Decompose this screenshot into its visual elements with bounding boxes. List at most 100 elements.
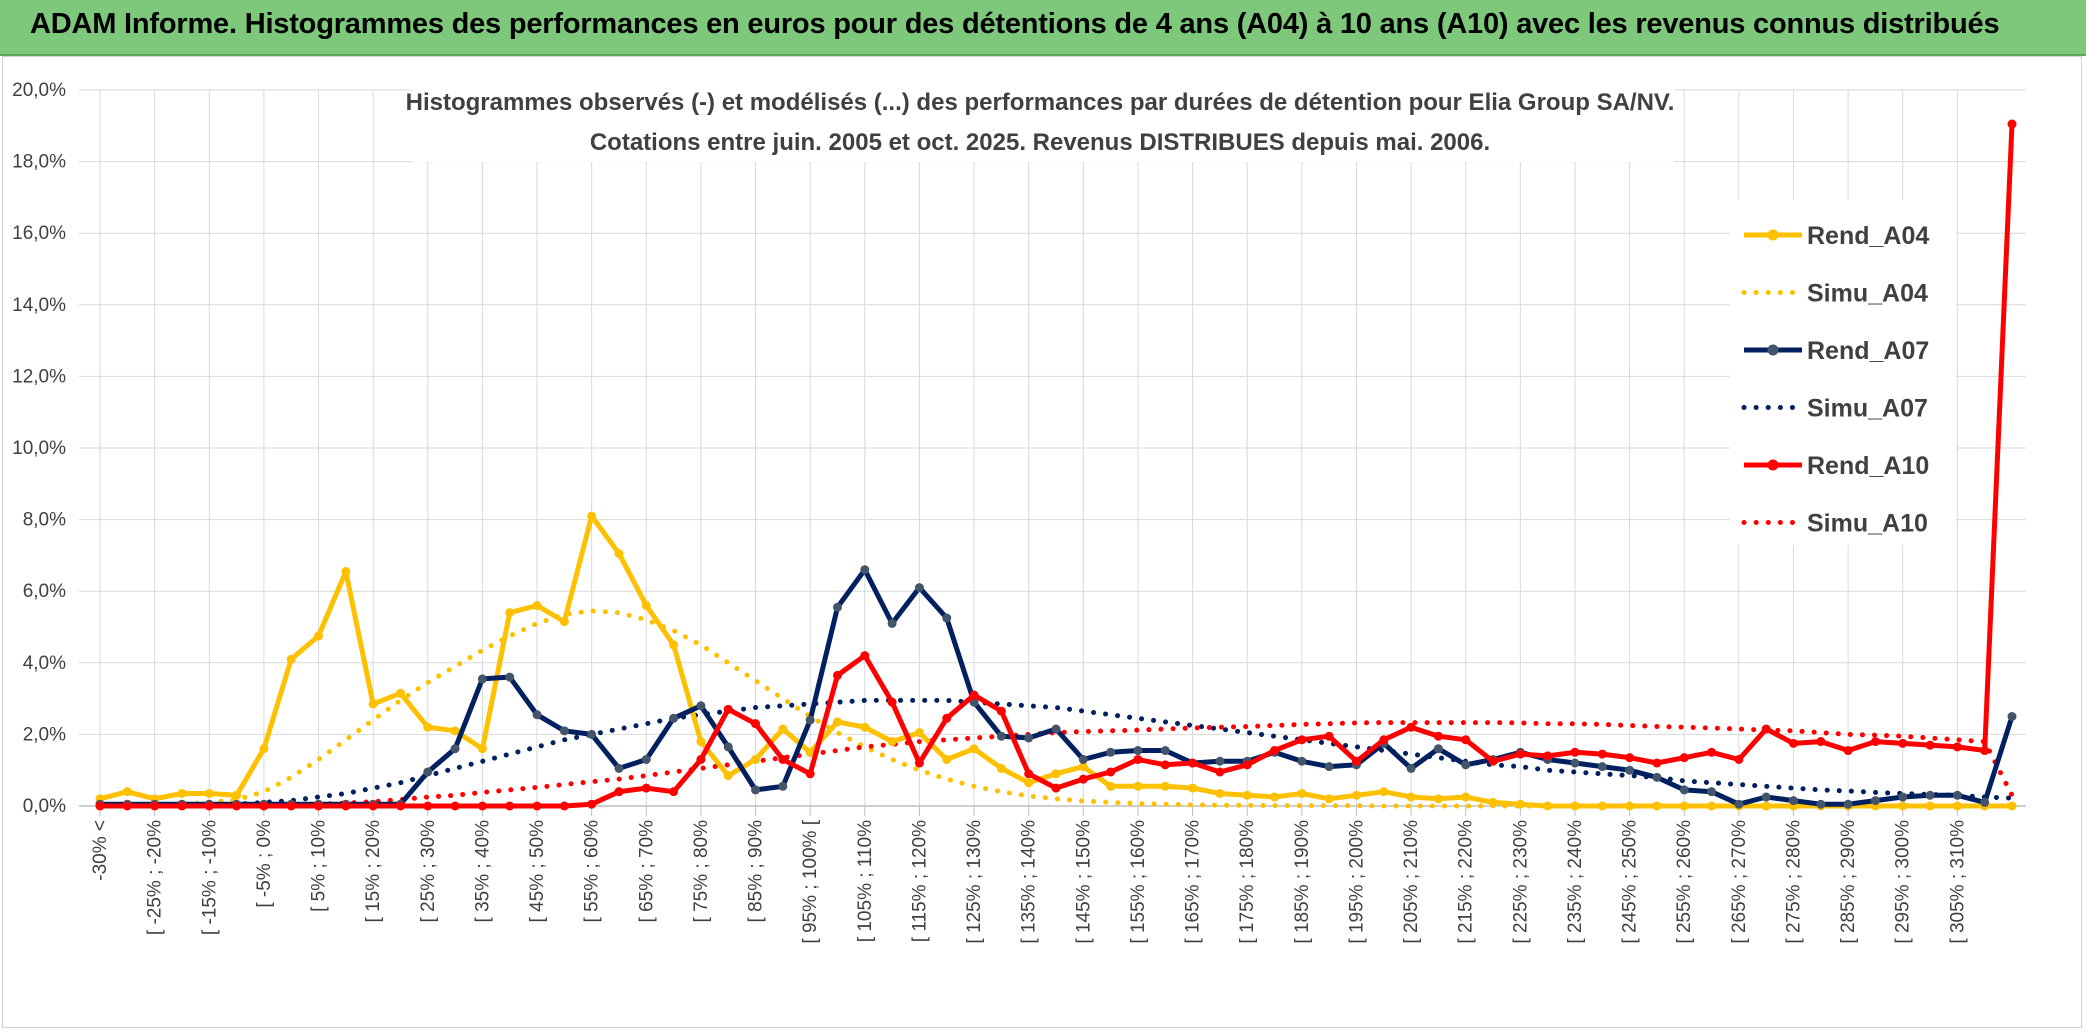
chart-grid <box>79 89 2026 806</box>
chart-subtitle: Cotations entre juin. 2005 et oct. 2025.… <box>590 129 1490 156</box>
data-point-Rend_A10 <box>751 719 761 729</box>
data-point-Rend_A04 <box>1078 762 1088 772</box>
data-point-Rend_A07 <box>860 565 870 575</box>
data-point-Rend_A04 <box>751 754 761 764</box>
data-point-Rend_A10 <box>1160 760 1170 770</box>
data-point-Rend_A07 <box>832 602 842 612</box>
data-point-Rend_A07 <box>1679 785 1689 795</box>
x-axis: -30% < [ -25% ; -20% [ -15% ; -10% [ -5% ; … <box>79 805 2026 944</box>
data-point-Rend_A04 <box>832 717 842 727</box>
legend-marker-Rend_A07 <box>1767 344 1779 356</box>
data-point-Rend_A07 <box>1761 792 1771 802</box>
data-point-Rend_A04 <box>1761 801 1771 811</box>
x-tick-label: [ 205% ; 210% <box>1401 820 1422 944</box>
data-point-Rend_A04 <box>942 754 952 764</box>
x-tick-label: [ 5% ; 10% <box>309 820 330 912</box>
legend-marker-Rend_A10 <box>1767 459 1779 471</box>
x-tick-label: [ -25% ; -20% <box>145 820 166 935</box>
data-point-Rend_A04 <box>860 722 870 732</box>
x-tick-label: [ 215% ; 220% <box>1456 820 1477 944</box>
data-point-Rend_A07 <box>1570 758 1580 768</box>
x-tick-label: [ 275% ; 280% <box>1783 820 1804 944</box>
data-point-Rend_A07 <box>450 744 460 754</box>
x-tick-label: [ 45% ; 50% <box>527 820 548 923</box>
data-point-Rend_A04 <box>1898 801 1908 811</box>
data-point-Rend_A10 <box>1297 735 1307 745</box>
data-point-Rend_A10 <box>1133 754 1143 764</box>
data-point-Rend_A04 <box>423 722 433 732</box>
data-point-Rend_A04 <box>1215 788 1225 798</box>
data-point-Rend_A07 <box>1870 796 1880 806</box>
data-point-Rend_A07 <box>696 701 706 711</box>
data-point-Rend_A04 <box>368 699 378 709</box>
data-point-Rend_A10 <box>1925 740 1935 750</box>
data-point-Rend_A10 <box>1707 747 1717 757</box>
data-point-Rend_A10 <box>1242 760 1252 770</box>
data-point-Rend_A04 <box>505 608 515 618</box>
data-point-Rend_A07 <box>669 713 679 723</box>
y-tick-label: 6,0% <box>23 581 66 602</box>
x-tick-label: [ 155% ; 160% <box>1128 820 1149 944</box>
data-point-Rend_A07 <box>1597 762 1607 772</box>
data-point-Rend_A10 <box>1051 783 1061 793</box>
data-point-Rend_A04 <box>1160 781 1170 791</box>
data-point-Rend_A10 <box>559 801 569 811</box>
x-tick-label: [ 105% ; 110% <box>855 820 876 942</box>
data-point-Rend_A10 <box>1215 767 1225 777</box>
data-point-Rend_A07 <box>1734 799 1744 809</box>
data-point-Rend_A04 <box>1024 778 1034 788</box>
data-point-Rend_A04 <box>1188 783 1198 793</box>
y-axis: 0,0% 2,0% 4,0% 6,0% 8,0% 10,0% 12,0% 14,0% 16,0%… <box>12 80 66 817</box>
data-point-Rend_A10 <box>1106 767 1116 777</box>
data-point-Rend_A10 <box>805 769 815 779</box>
data-point-Rend_A10 <box>1952 742 1962 752</box>
legend-label-Simu_A07: Simu_A07 <box>1807 395 1928 423</box>
y-tick-label: 4,0% <box>23 653 66 674</box>
data-point-Rend_A10 <box>1898 738 1908 748</box>
x-tick-label: -30% < <box>90 820 111 881</box>
data-point-Rend_A10 <box>614 787 624 797</box>
data-point-Rend_A10 <box>1188 758 1198 768</box>
data-point-Rend_A10 <box>1761 724 1771 734</box>
data-point-Rend_A07 <box>1707 787 1717 797</box>
data-point-Rend_A10 <box>832 670 842 680</box>
data-point-Rend_A04 <box>1570 801 1580 811</box>
data-point-Rend_A10 <box>177 801 187 811</box>
data-point-Rend_A10 <box>314 801 324 811</box>
x-tick-label: [ 295% ; 300% <box>1893 820 1914 944</box>
data-point-Rend_A07 <box>1925 790 1935 800</box>
data-point-Rend_A10 <box>914 758 924 768</box>
data-point-Rend_A07 <box>1215 756 1225 766</box>
data-point-Rend_A07 <box>587 729 597 739</box>
data-point-Rend_A10 <box>1570 747 1580 757</box>
data-point-Rend_A07 <box>887 618 897 628</box>
data-point-Rend_A04 <box>232 790 242 800</box>
data-point-Rend_A10 <box>942 713 952 723</box>
data-point-Rend_A10 <box>887 697 897 707</box>
x-tick-label: [ 55% ; 60% <box>582 820 603 923</box>
legend: Rend_A04 Simu_A04 Rend_A07 Simu_A07 Rend_A10… <box>1730 200 1956 545</box>
series-line-Simu_A04 <box>97 608 2015 809</box>
data-point-Rend_A07 <box>1816 799 1826 809</box>
data-point-Rend_A07 <box>1461 760 1471 770</box>
data-point-Rend_A10 <box>696 754 706 764</box>
y-tick-label: 12,0% <box>12 366 66 387</box>
data-point-Rend_A10 <box>505 801 515 811</box>
data-point-Rend_A04 <box>286 654 296 664</box>
data-point-Rend_A10 <box>368 801 378 811</box>
y-tick-label: 8,0% <box>23 510 66 531</box>
x-tick-label: [ 245% ; 250% <box>1620 820 1641 944</box>
data-point-Rend_A10 <box>1816 737 1826 747</box>
data-point-Rend_A10 <box>1652 758 1662 768</box>
data-point-Rend_A04 <box>778 724 788 734</box>
data-point-Rend_A07 <box>2007 712 2017 721</box>
data-point-Rend_A10 <box>2007 119 2017 129</box>
data-point-Rend_A04 <box>1106 781 1116 791</box>
data-point-Rend_A10 <box>286 801 296 811</box>
data-point-Rend_A04 <box>887 737 897 747</box>
chart-title: Histogrammes observés (-) et modélisés (… <box>406 89 1675 116</box>
x-tick-label: [ 235% ; 240% <box>1565 820 1586 944</box>
data-point-Rend_A10 <box>1843 746 1853 756</box>
data-point-Rend_A10 <box>1024 769 1034 779</box>
data-point-Rend_A10 <box>1870 737 1880 747</box>
